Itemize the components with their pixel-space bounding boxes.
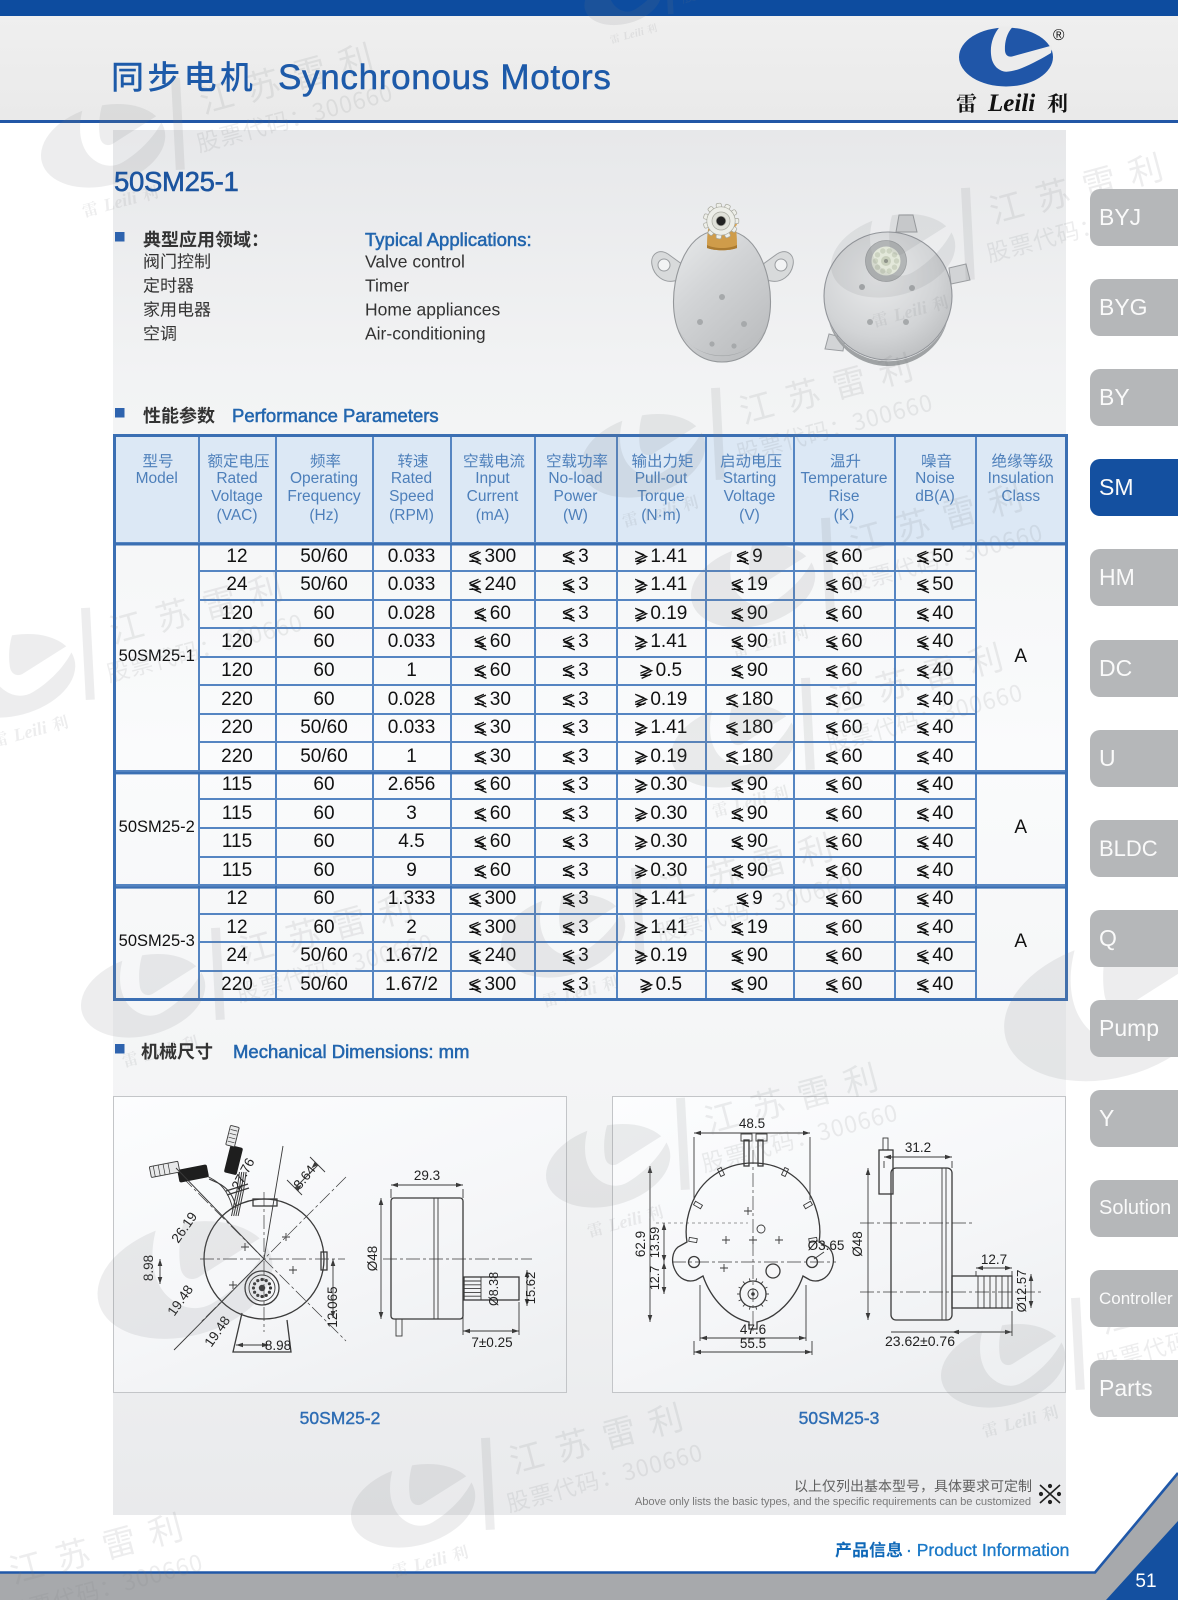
svg-text:51: 51 — [1135, 1571, 1156, 1592]
svg-text:47.6: 47.6 — [740, 1322, 766, 1337]
svg-text:Leili: Leili — [987, 90, 1035, 117]
svg-text:Mechanical Dimensions: mm: Mechanical Dimensions: mm — [233, 1041, 469, 1062]
svg-text:29.3: 29.3 — [414, 1168, 440, 1183]
svg-text:Ø8.38: Ø8.38 — [487, 1272, 501, 1306]
svg-text:55.5: 55.5 — [740, 1336, 766, 1351]
svg-text:50SM25-1: 50SM25-1 — [114, 166, 238, 197]
svg-text:15.62: 15.62 — [523, 1272, 538, 1305]
svg-text:Ø3.65: Ø3.65 — [808, 1238, 845, 1253]
svg-text:Timer: Timer — [365, 276, 409, 296]
svg-text:Typical Applications:: Typical Applications: — [365, 229, 532, 250]
svg-text:Home appliances: Home appliances — [365, 300, 500, 320]
svg-text:12.7: 12.7 — [648, 1266, 662, 1290]
svg-text:13.59: 13.59 — [648, 1227, 662, 1258]
svg-text:50SM25-3: 50SM25-3 — [799, 1408, 880, 1428]
svg-text:50SM25-2: 50SM25-2 — [300, 1408, 381, 1428]
svg-text:Synchronous Motors: Synchronous Motors — [278, 58, 612, 97]
svg-text:Valve control: Valve control — [365, 252, 465, 272]
svg-text:48.5: 48.5 — [739, 1116, 765, 1131]
svg-text:Performance Parameters: Performance Parameters — [232, 405, 439, 426]
svg-text:Ø12.57: Ø12.57 — [1014, 1270, 1029, 1313]
svg-text:12.065: 12.065 — [325, 1286, 340, 1327]
svg-text:31.2: 31.2 — [905, 1140, 931, 1155]
svg-text:Ø48: Ø48 — [365, 1246, 380, 1272]
svg-text:· Product Information: · Product Information — [906, 1540, 1069, 1560]
svg-text:12.7: 12.7 — [981, 1252, 1007, 1267]
svg-text:7±0.25: 7±0.25 — [471, 1335, 512, 1350]
svg-text:62.9: 62.9 — [633, 1231, 648, 1257]
svg-text:Above only lists the basic typ: Above only lists the basic types, and th… — [635, 1496, 1031, 1508]
svg-text:Ø48: Ø48 — [850, 1231, 865, 1257]
svg-text:®: ® — [1053, 27, 1065, 44]
svg-text:Air-conditioning: Air-conditioning — [365, 324, 486, 344]
svg-text:8.98: 8.98 — [265, 1338, 291, 1353]
